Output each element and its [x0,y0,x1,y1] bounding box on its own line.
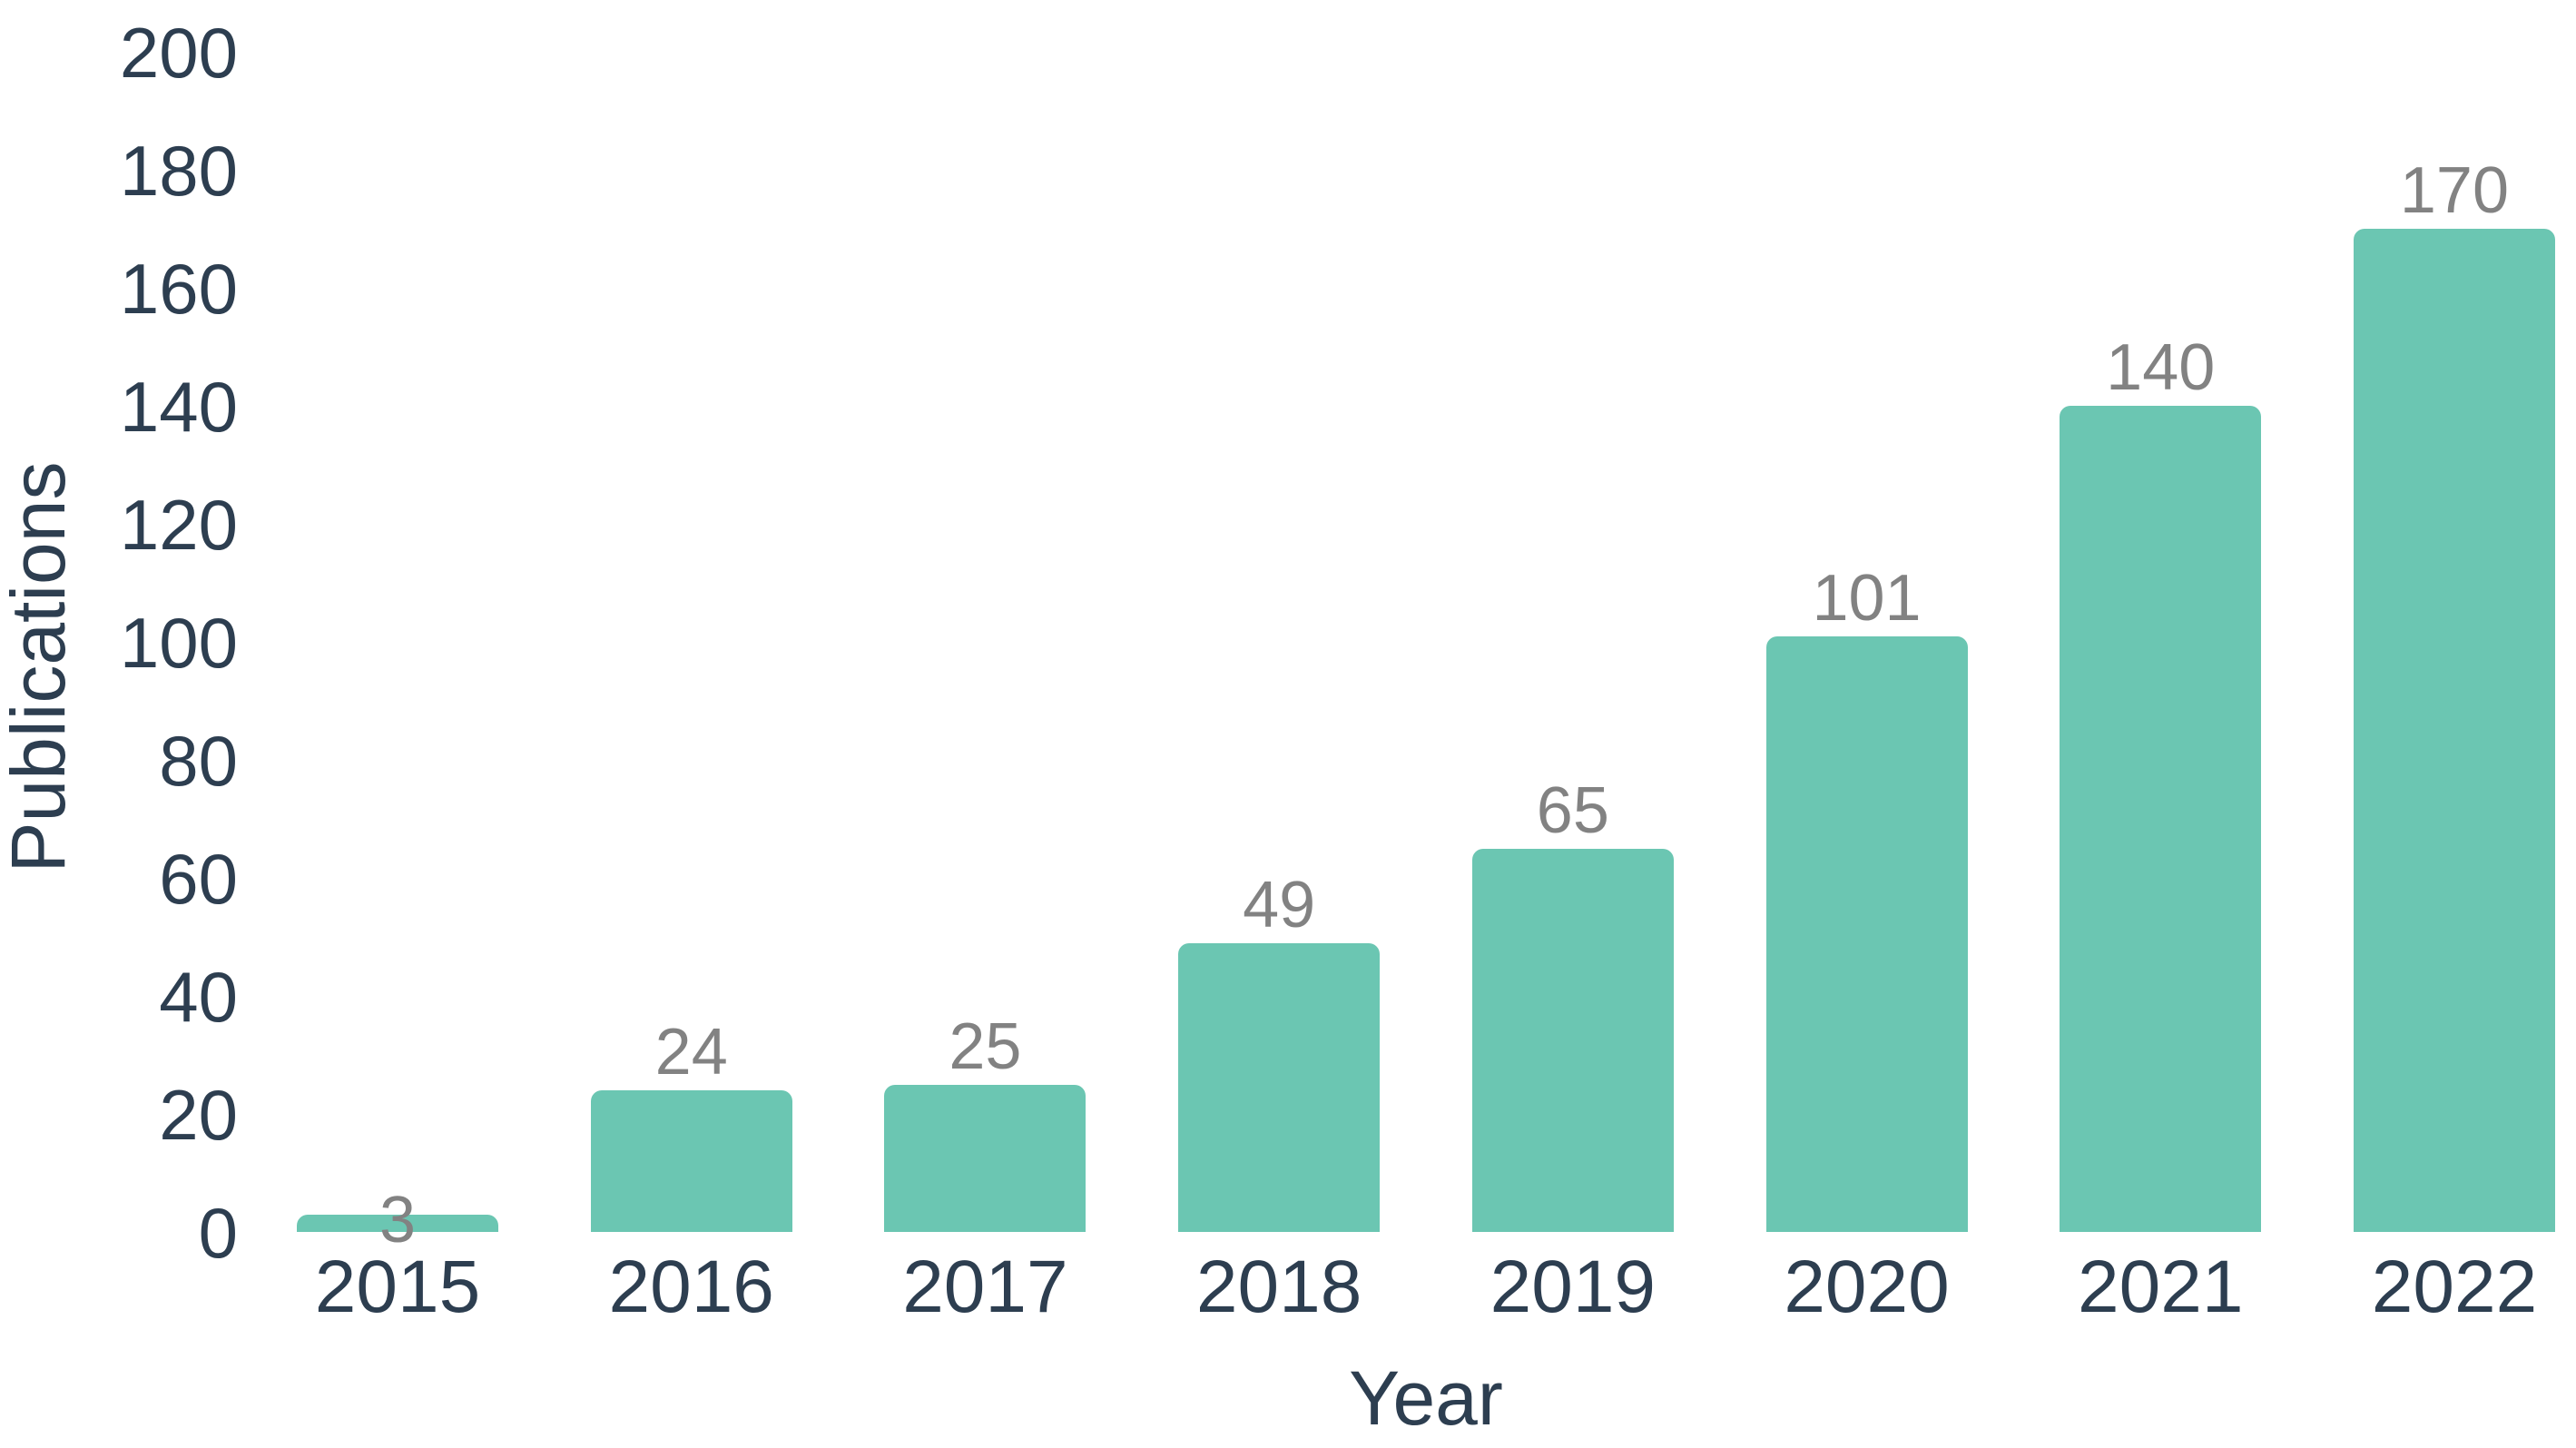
y-tick-label: 60 [159,839,238,919]
y-tick-label: 0 [198,1193,238,1273]
y-tick-label: 40 [159,957,238,1037]
y-tick-label: 160 [119,249,238,329]
x-axis-title: Year [1349,1355,1503,1441]
x-tick-label-2019: 2019 [1490,1246,1657,1328]
y-tick-label: 180 [119,131,238,211]
x-tick-label-2020: 2020 [1784,1246,1950,1328]
bar-value-label: 25 [949,1010,1022,1083]
bar-2021 [2060,406,2262,1232]
bar-2015 [297,1214,498,1232]
bar-2018 [1178,942,1381,1232]
bar-2022 [2353,229,2555,1232]
x-tick-label-2015: 2015 [314,1246,481,1328]
bar-value-label: 170 [2399,154,2510,227]
x-tick-label-2016: 2016 [608,1246,774,1328]
x-tick-label-2022: 2022 [2371,1246,2538,1328]
x-tick-label-2017: 2017 [902,1246,1068,1328]
y-tick-label: 80 [159,721,238,801]
bar-2016 [590,1090,792,1232]
bar-2017 [884,1084,1086,1232]
bar-2019 [1471,848,1674,1232]
bar-2020 [1765,635,1968,1232]
y-tick-label: 20 [159,1075,238,1155]
bar-value-label: 65 [1536,773,1609,847]
y-tick-label: 100 [119,603,238,683]
x-tick-label-2021: 2021 [2078,1246,2244,1328]
bar-value-label: 3 [379,1183,417,1256]
bar-value-label: 140 [2106,331,2216,404]
y-tick-label: 140 [119,367,238,447]
bar-value-label: 101 [1812,561,1922,635]
y-tick-label: 200 [119,13,238,93]
bar-value-label: 24 [654,1016,728,1088]
x-tick-label-2018: 2018 [1195,1246,1362,1328]
bar-value-label: 49 [1243,868,1316,941]
y-tick-label: 120 [119,485,238,565]
